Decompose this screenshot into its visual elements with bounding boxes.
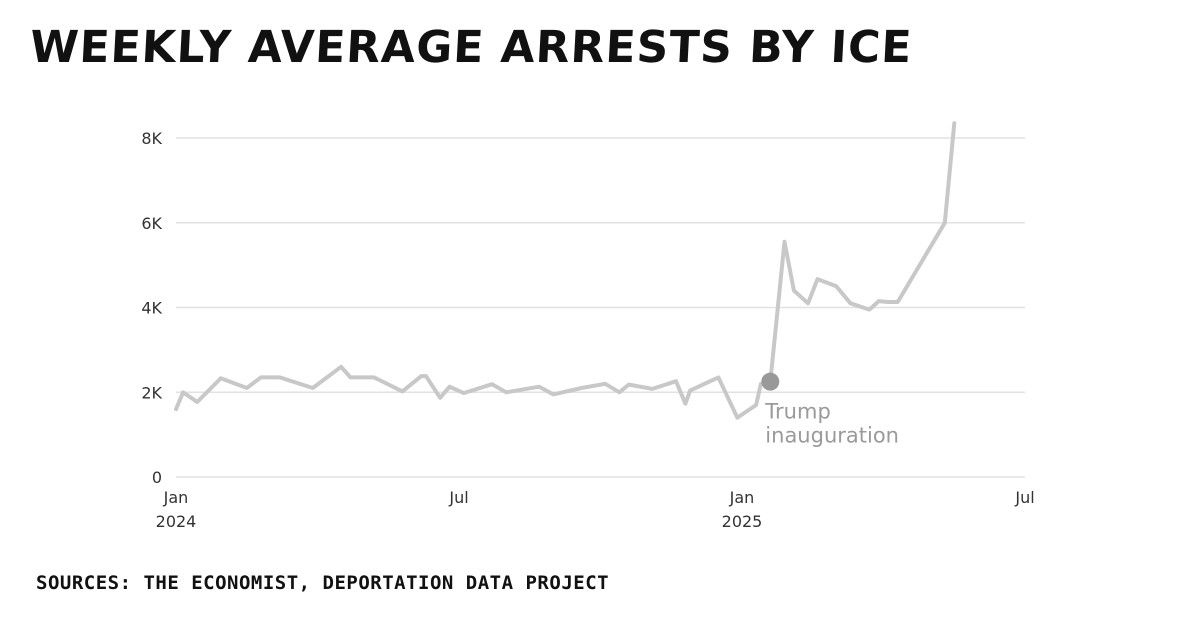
y-tick-label: 8K	[141, 129, 162, 148]
x-tick-label: Jan	[729, 488, 755, 507]
annotation-label-line1: Trump	[764, 400, 830, 424]
gridlines	[176, 137, 1025, 478]
y-axis-ticks: 0 2K 4K 6K 8K	[141, 129, 162, 487]
inauguration-marker	[761, 372, 780, 391]
line-chart: 0 2K 4K 6K 8K Jan 2024 Jul Jan 2025 Jul Trump ina…	[141, 121, 1035, 531]
x-tick-label: Jul	[1014, 488, 1034, 507]
annotation-label-line2: inauguration	[765, 424, 899, 448]
sources-note: SOURCES: THE ECONOMIST, DEPORTATION DATA…	[36, 572, 610, 594]
series-line	[174, 121, 957, 420]
x-tick-label: Jan	[163, 488, 189, 507]
y-tick-label: 0	[152, 468, 162, 487]
x-tick-label: Jul	[448, 488, 468, 507]
y-tick-label: 2K	[141, 383, 162, 402]
x-tick-year-label: 2024	[156, 512, 197, 531]
x-axis-ticks: Jan 2024 Jul Jan 2025 Jul	[156, 488, 1035, 531]
y-tick-label: 4K	[141, 299, 162, 318]
y-tick-label: 6K	[141, 214, 162, 233]
x-tick-year-label: 2025	[722, 512, 763, 531]
